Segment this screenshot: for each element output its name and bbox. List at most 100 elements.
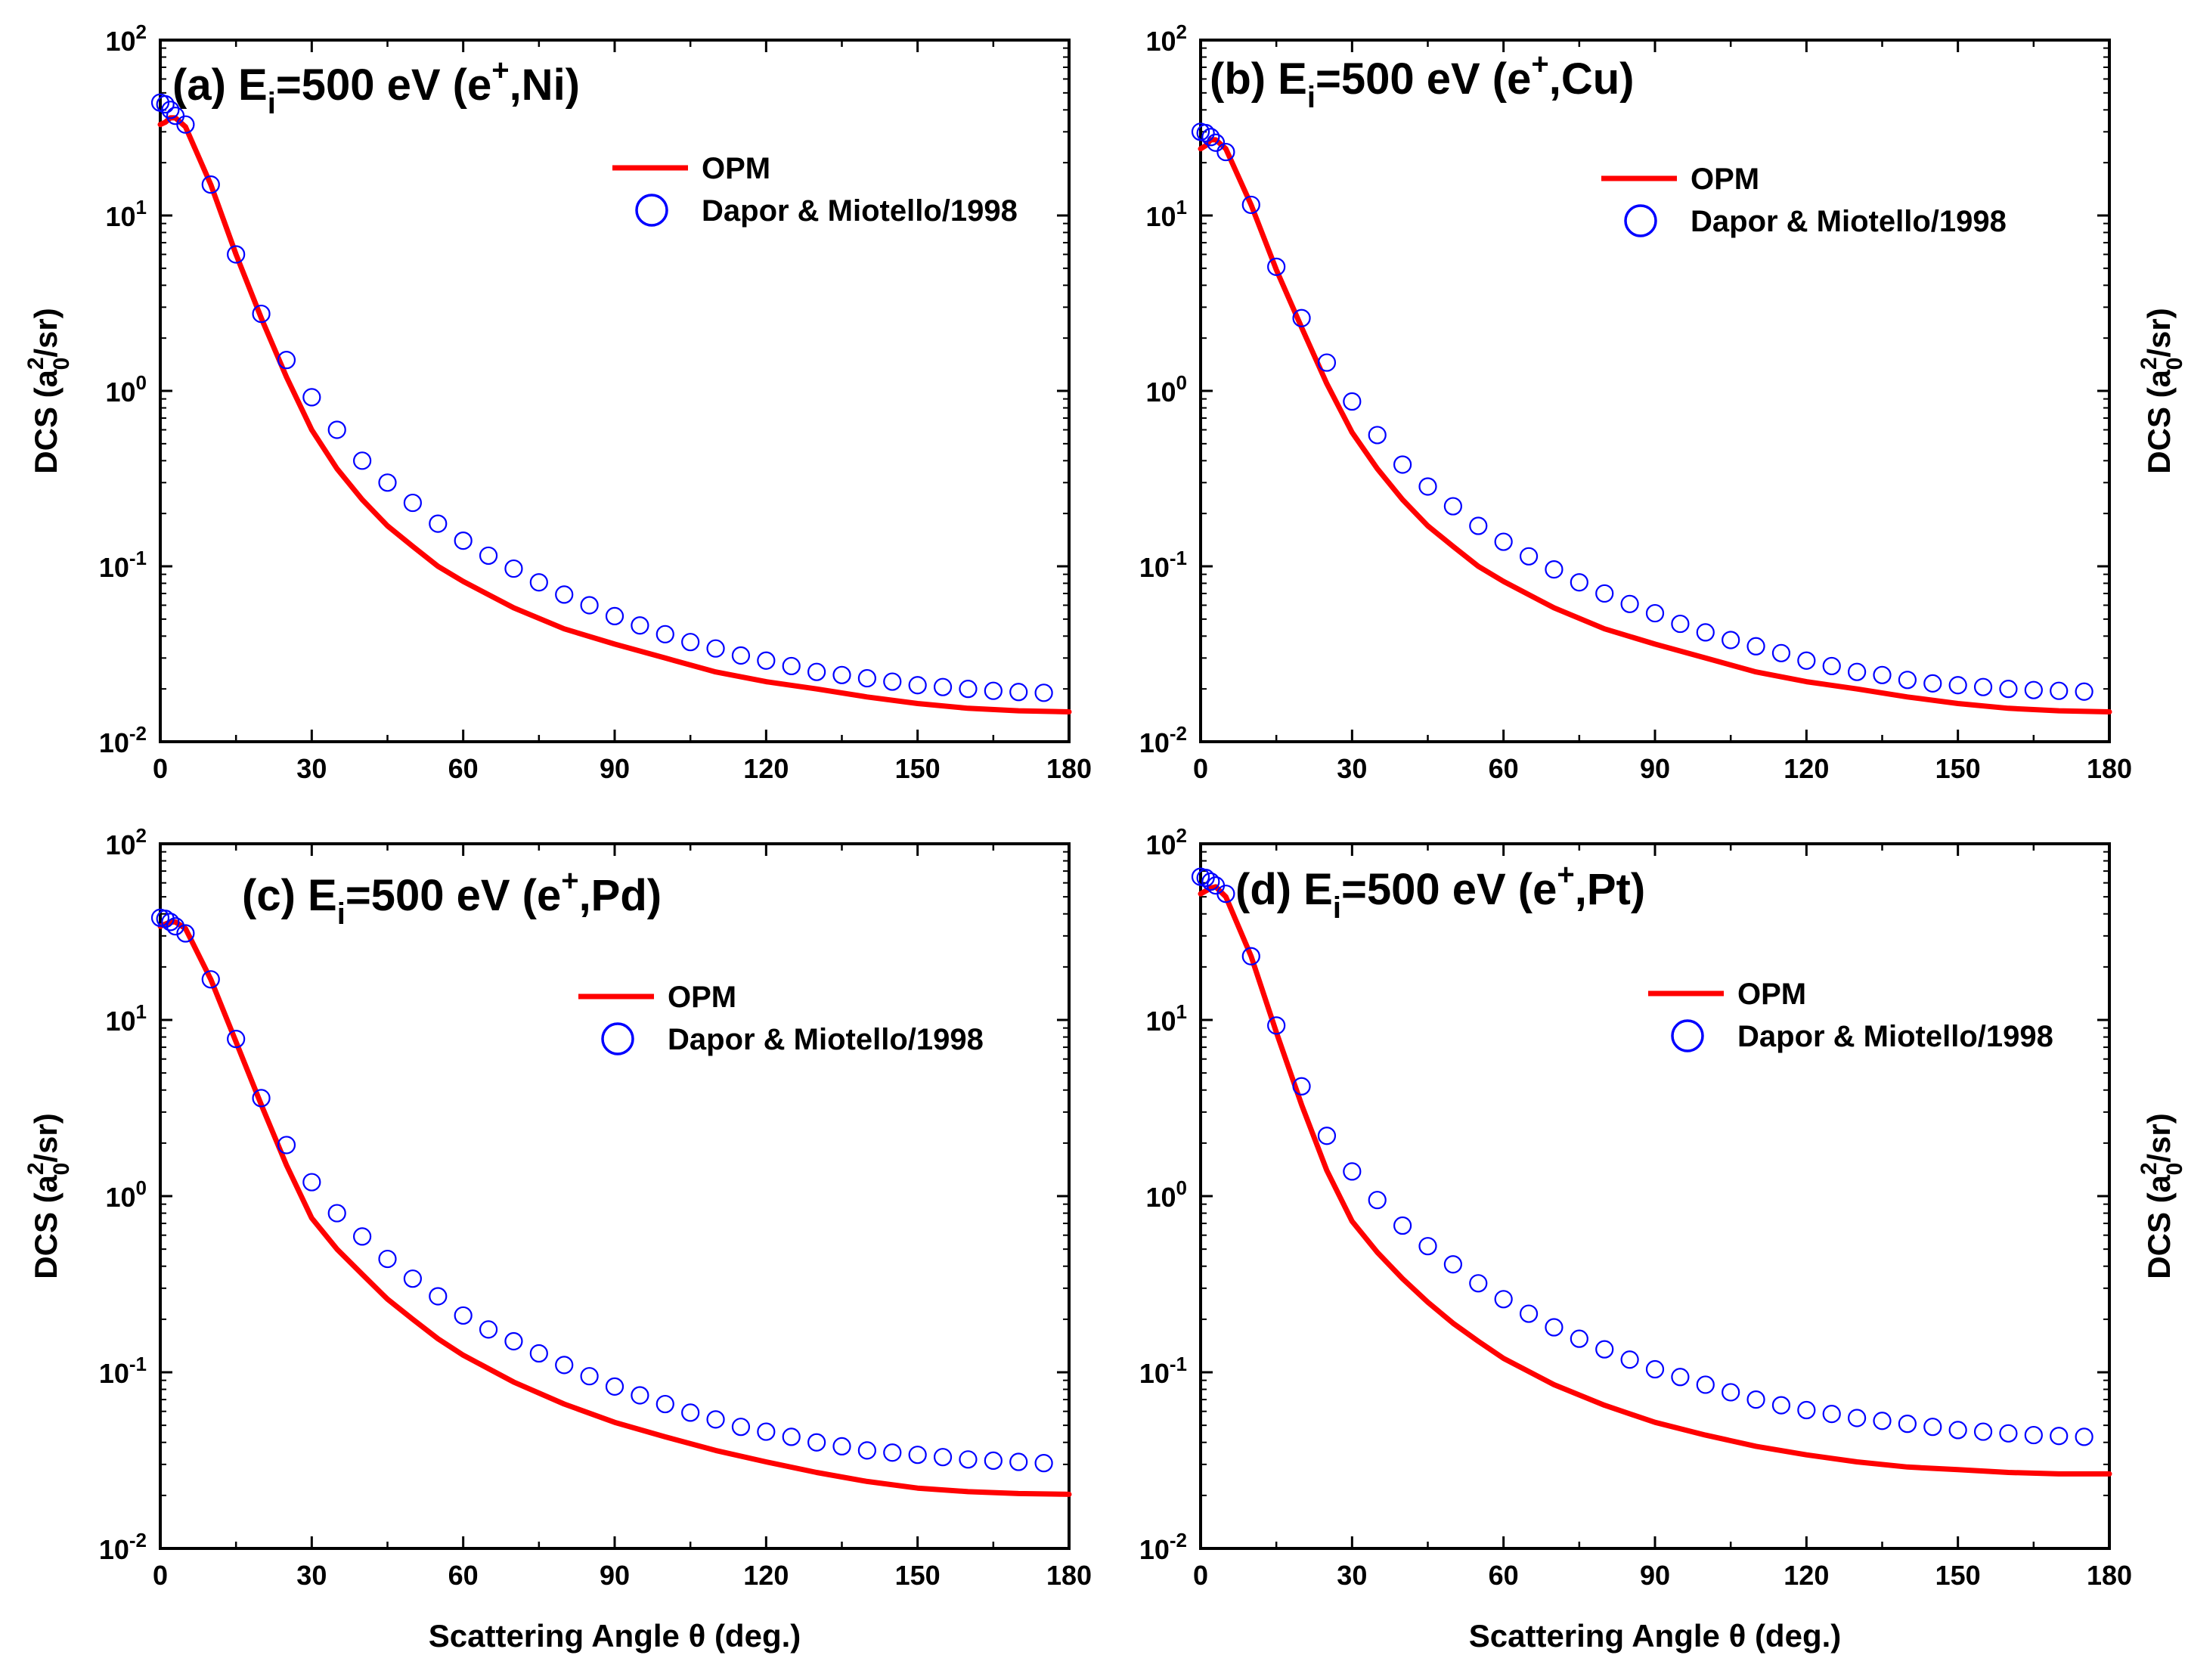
panel-d-data-point: [1999, 1424, 2018, 1443]
panel-a-ytick-exp: -2: [129, 722, 147, 745]
panel-c-xlabel: Scattering Angle θ (deg.): [429, 1618, 801, 1654]
panel-b-ylabel-sub: 0: [2162, 358, 2187, 370]
panel-a-ylabel-post: /sr): [28, 308, 64, 357]
panel-d-data-point: [1469, 1274, 1488, 1293]
panel-d-data-point: [1267, 1016, 1286, 1035]
panel-b-data-point: [1267, 257, 1286, 276]
panel-d-title-end: ,Pt): [1575, 865, 1645, 914]
panel-b-data-point: [1469, 516, 1488, 535]
panel-a-ytick-exp: -1: [129, 547, 147, 569]
panel-d-title-sup: +: [1557, 858, 1574, 891]
panel-d-ytick-label: 100: [1145, 1176, 1187, 1213]
panel-b-data-point: [1848, 662, 1867, 681]
panel-c-data-point: [504, 1331, 523, 1351]
panel-c-xtick-label: 150: [895, 1560, 941, 1591]
panel-d-opm-line: [1198, 884, 2112, 1477]
panel-c-xtick-label: 30: [296, 1560, 327, 1591]
panel-d-data-point: [1201, 872, 1220, 891]
panel-a-data-point: [782, 656, 801, 676]
panel-c-opm-line: [157, 919, 1072, 1497]
panel-d-ytick-base: 10: [1145, 1182, 1176, 1213]
panel-a-xtick-label: 180: [1046, 753, 1092, 784]
panel-b-ylabel-sup: 2: [2137, 357, 2162, 370]
panel-c-ytick-exp: 1: [136, 1000, 147, 1023]
panel-a-data-point: [857, 668, 876, 688]
panel-a-data-point: [201, 175, 220, 194]
panel-a-data-point: [908, 676, 927, 695]
panel-d-ylabel: DCS (a20/sr): [2137, 1113, 2187, 1279]
panel-d-data-point: [1570, 1329, 1588, 1348]
panel-b-data-point: [2075, 682, 2093, 701]
panel-a-frame: [159, 39, 1071, 743]
panel-c-data-point: [655, 1394, 674, 1414]
panel-a-data-point: [883, 672, 902, 691]
panel-b-ytick-label: 10-2: [1139, 722, 1187, 758]
panel-c-data-point: [555, 1356, 574, 1375]
panel-a-xtick-label: 90: [600, 753, 630, 784]
panel-d-xtick-label: 180: [2087, 1560, 2132, 1591]
panel-a-ytick-label: 102: [105, 20, 147, 57]
panel-a-title-sub: i: [268, 87, 276, 120]
panel-a-legend: OPM Dapor & Miotello/1998: [612, 152, 1018, 228]
panel-d-data-point: [1393, 1216, 1412, 1235]
panel-c-data-point: [403, 1269, 422, 1288]
panel-c-ylabel: DCS (a20/sr): [23, 1113, 74, 1279]
panel-c-title-mid: =500 eV (e: [346, 871, 561, 920]
panel-c-title: (c) Ei=500 eV (e+,Pd): [242, 864, 662, 931]
panel-d-ytick-base: 10: [1145, 1006, 1176, 1037]
panel-a-data-point: [353, 451, 372, 470]
panel-b-data-point: [1206, 133, 1226, 152]
panel-d-data-point: [1671, 1368, 1690, 1387]
panel-c-data-point: [429, 1287, 448, 1306]
panel-c-xtick-label: 90: [600, 1560, 630, 1591]
panel-a-data-point: [252, 304, 271, 324]
panel-d-data-point: [2075, 1427, 2093, 1446]
panel-d-data-point: [1822, 1405, 1841, 1424]
panel-b-data-point: [1948, 676, 1967, 695]
panel-a-data-point: [327, 420, 346, 439]
panel-d-title-mid: =500 eV (e: [1341, 865, 1557, 914]
panel-b-data-point: [2050, 681, 2069, 700]
panel-a-data-point: [277, 351, 296, 370]
panel-d-ytick-exp: 1: [1176, 1000, 1187, 1023]
panel-c-data-point: [1034, 1454, 1053, 1473]
panel-a-ytick-base: 10: [99, 727, 129, 758]
panel-b-legend-marker-swatch: [1624, 204, 1657, 237]
panel-d-data-point: [1722, 1383, 1740, 1402]
panel-b-data-point: [1746, 637, 1765, 656]
panel-b-ytick-base: 10: [1139, 552, 1170, 583]
panel-b-opm-line: [1198, 137, 2112, 714]
panel-d-data-point: [1746, 1390, 1765, 1409]
panel-a-ytick-base: 10: [105, 26, 135, 57]
panel-a-data-point: [706, 639, 725, 658]
panel-c-data-point: [378, 1249, 397, 1269]
panel-b-data-point: [1595, 584, 1614, 603]
panel-b-ytick-exp: -1: [1170, 547, 1187, 569]
panel-c-data-point: [908, 1446, 927, 1465]
panel-d-title-prefix: (d) E: [1235, 865, 1333, 914]
panel-b-ytick-base: 10: [1139, 727, 1170, 758]
panel-b-ytick-exp: 2: [1176, 20, 1187, 43]
panel-c-data-point: [454, 1306, 473, 1325]
panel-c-data-point: [176, 924, 195, 943]
panel-d-data-point: [1368, 1191, 1387, 1210]
panel-a-data-point: [655, 625, 674, 643]
panel-b-data-point: [1418, 477, 1437, 496]
panel-d-ytick-label: 102: [1145, 824, 1187, 860]
panel-b-data-point: [1797, 651, 1816, 670]
panel-c-data-point: [782, 1427, 801, 1446]
panel-d-ylabel-post: /sr): [2141, 1113, 2177, 1162]
panel-b-ytick-exp: 1: [1176, 196, 1187, 219]
panel-d-legend: OPM Dapor & Miotello/1998: [1648, 978, 2053, 1053]
panel-d-ylabel-pre: DCS (a: [2141, 1174, 2177, 1279]
panel-a-title-mid: =500 eV (e: [276, 60, 491, 110]
panel-b-ytick-label: 102: [1145, 20, 1187, 57]
panel-c-title-end: ,Pd): [579, 871, 662, 920]
panel-d-data-point: [1519, 1304, 1539, 1323]
panel-b-data-point: [1519, 547, 1539, 566]
panel-c-legend-line-label: OPM: [668, 981, 736, 1014]
panel-a-xtick-label: 150: [895, 753, 941, 784]
panel-c-ytick-exp: -1: [129, 1353, 147, 1375]
